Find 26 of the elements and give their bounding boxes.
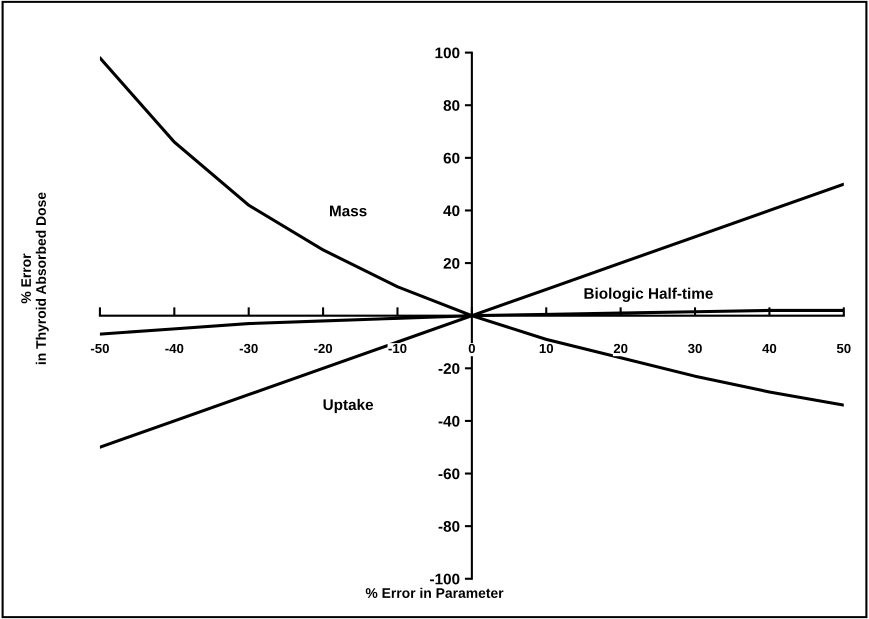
y-tick-label: 100: [436, 47, 460, 58]
x-tick-label: 50: [836, 344, 851, 354]
x-tick-label: 20: [614, 344, 628, 354]
x-tick-label: -30: [240, 344, 258, 354]
x-axis-title: % Error in Parameter: [366, 588, 504, 598]
y-tick-label: 80: [444, 100, 460, 111]
y-tick-label: -20: [438, 363, 460, 374]
x-tick-label: -40: [165, 344, 184, 354]
x-tick-label: 0: [468, 344, 475, 354]
y-tick-label: 20: [444, 258, 460, 269]
text: Mass: [330, 206, 367, 216]
y-tick-label: -100: [430, 574, 460, 584]
y-tick-label: 60: [444, 152, 460, 164]
y-tick-label: 40: [443, 205, 460, 216]
x-tick-label: -10: [388, 344, 406, 354]
x-tick-label: 10: [540, 344, 554, 354]
x-tick-label: 40: [762, 344, 776, 354]
series-label: Biologic Half-time: [584, 288, 713, 302]
y-tick-label: -60: [438, 468, 460, 480]
series-label: Uptake: [324, 398, 374, 414]
x-tick-label: 30: [688, 344, 702, 354]
x-tick-label: -50: [90, 344, 109, 354]
y-tick-label: -40: [438, 416, 460, 427]
x-tick-label: -20: [314, 344, 332, 354]
y-axis-title: % Error in Thyroid Absorbed Dose: [21, 192, 49, 364]
y-tick-label: -80: [438, 521, 460, 532]
